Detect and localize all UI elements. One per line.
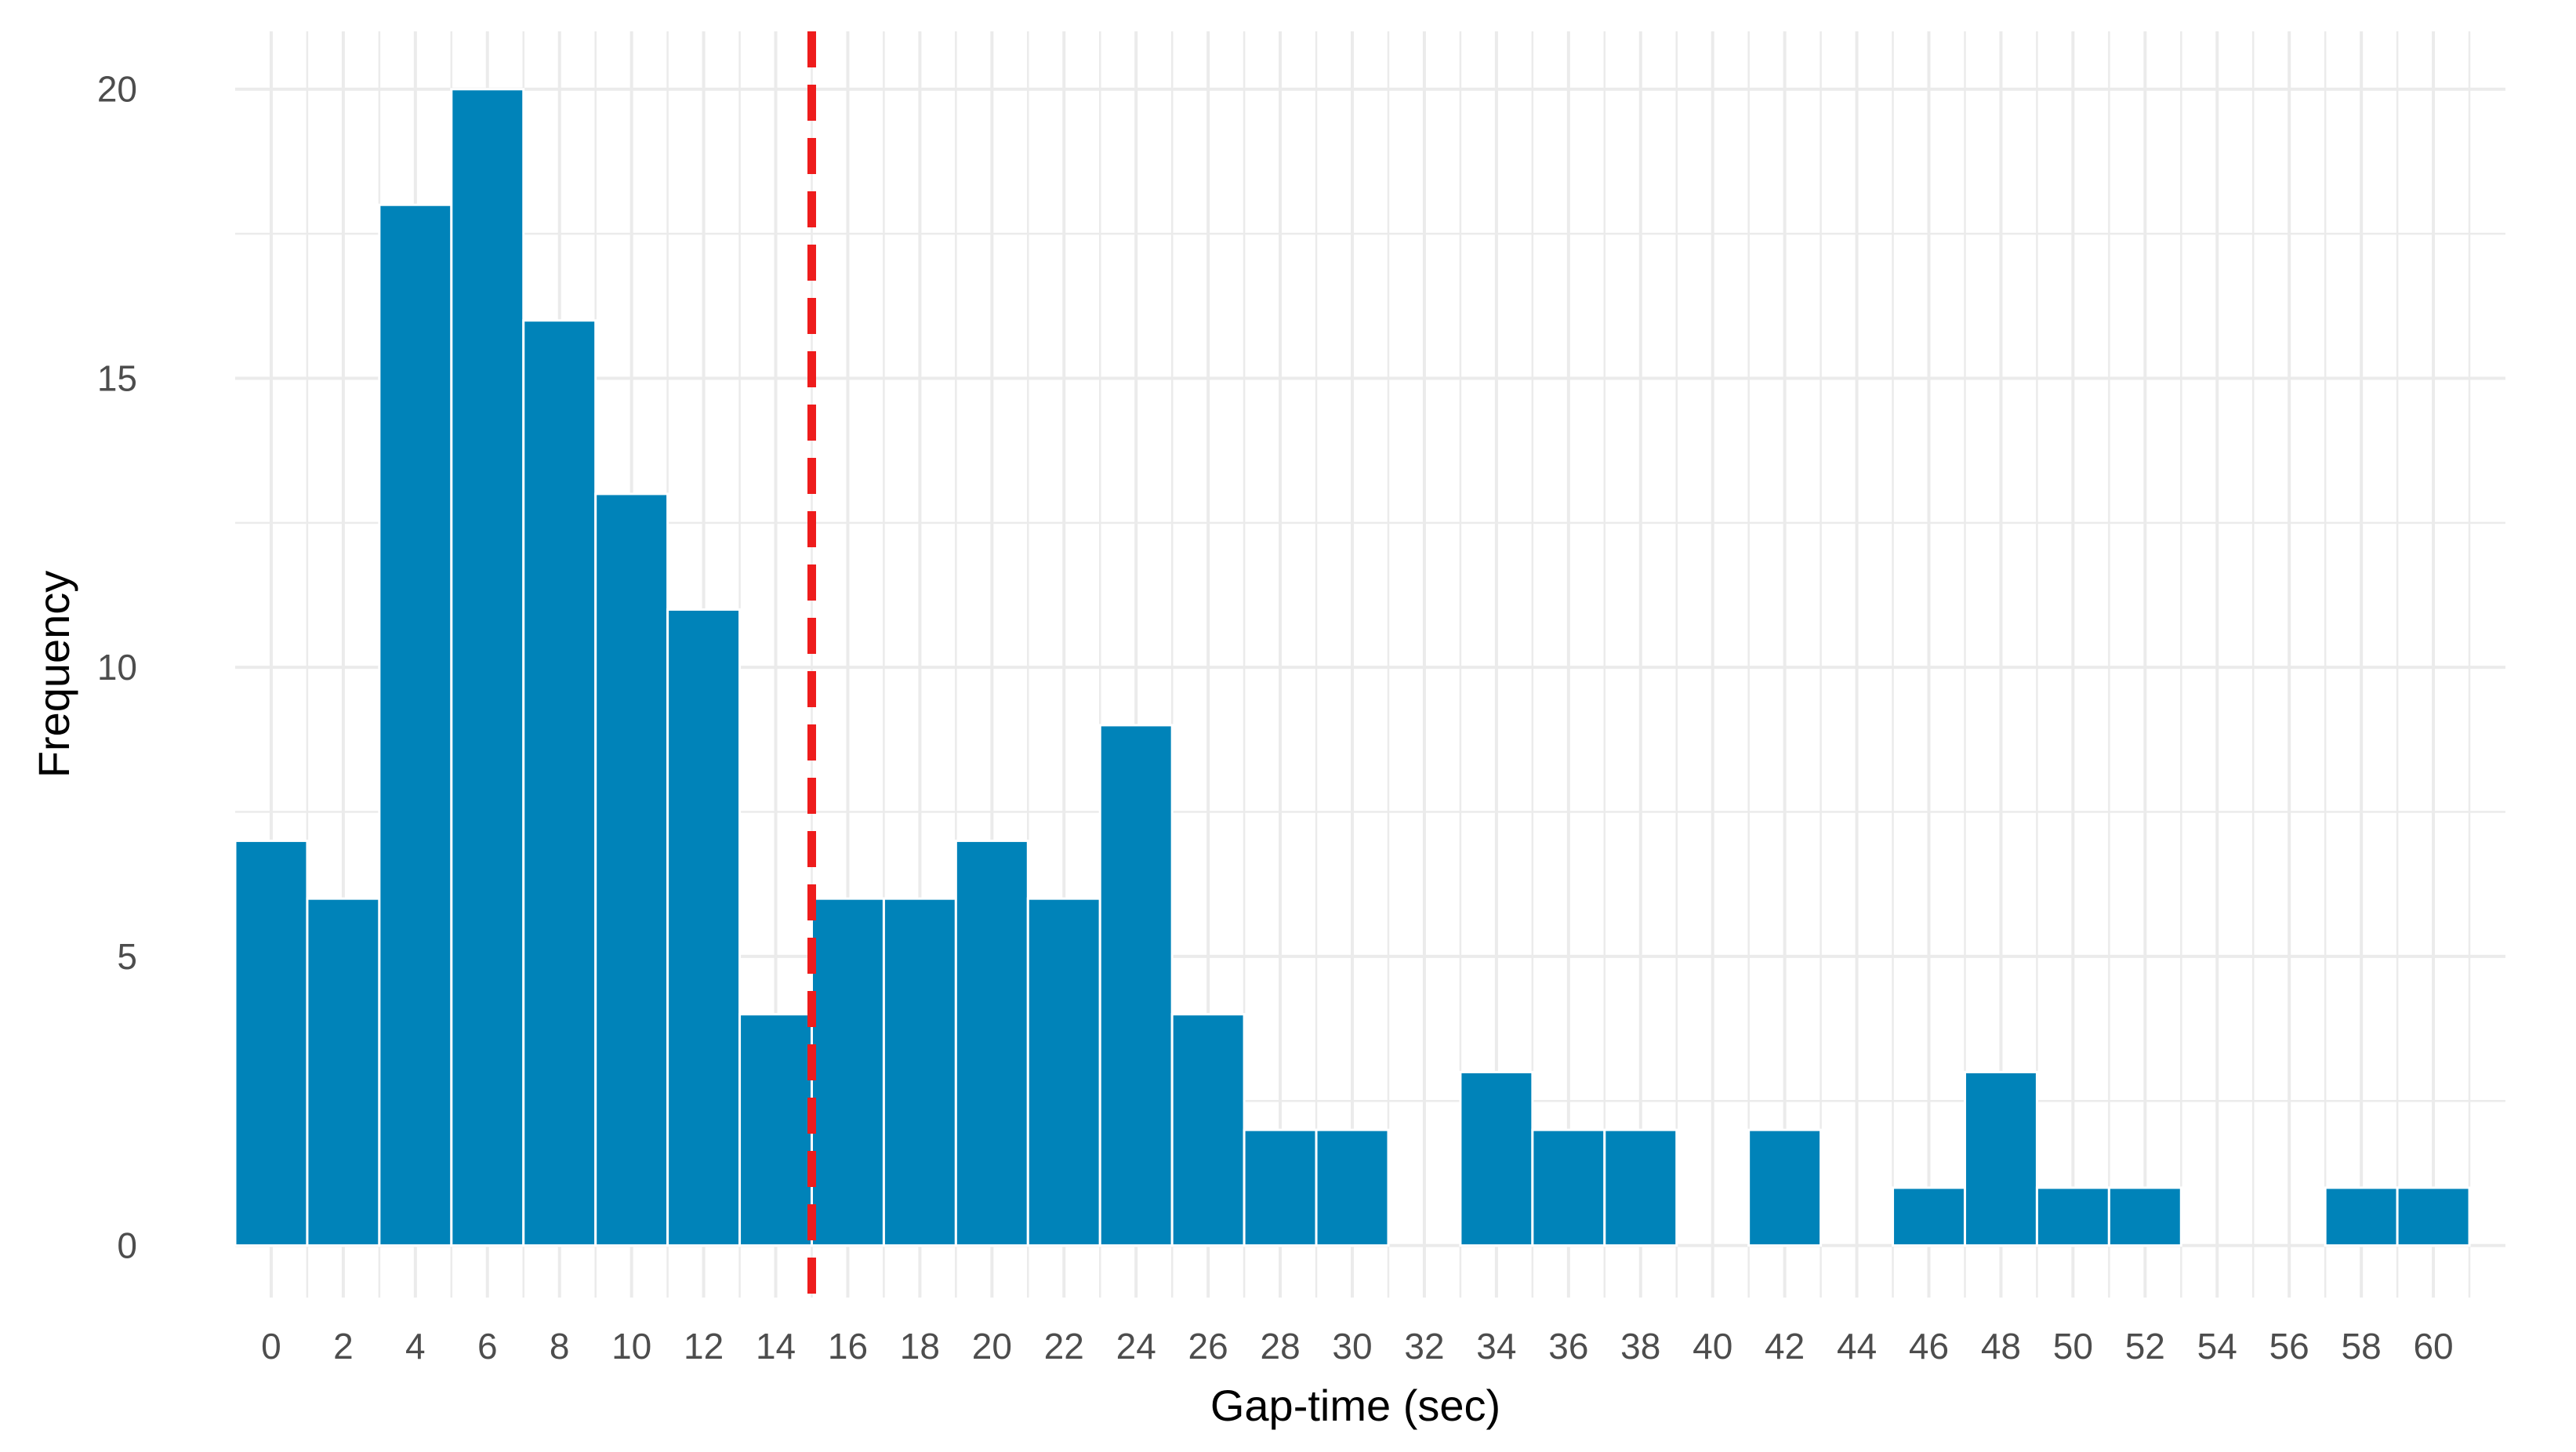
bars bbox=[234, 88, 2471, 1247]
x-tick-label: 16 bbox=[828, 1326, 868, 1367]
x-tick-label: 8 bbox=[550, 1326, 570, 1367]
histogram-bar bbox=[378, 203, 453, 1247]
histogram-bar bbox=[1963, 1070, 2038, 1247]
histogram-bar bbox=[594, 492, 669, 1247]
x-tick-label: 58 bbox=[2342, 1326, 2382, 1367]
x-tick-label: 6 bbox=[477, 1326, 498, 1367]
x-tick-label: 18 bbox=[900, 1326, 940, 1367]
histogram-bar bbox=[1603, 1128, 1678, 1247]
x-tick-label: 36 bbox=[1548, 1326, 1588, 1367]
x-tick-label: 42 bbox=[1765, 1326, 1805, 1367]
x-tick-label: 50 bbox=[2053, 1326, 2093, 1367]
x-tick-label: 60 bbox=[2413, 1326, 2453, 1367]
x-tick-label: 34 bbox=[1476, 1326, 1516, 1367]
x-axis-title: Gap-time (sec) bbox=[1210, 1381, 1500, 1430]
x-tick-label: 56 bbox=[2269, 1326, 2309, 1367]
x-tick-label: 26 bbox=[1188, 1326, 1228, 1367]
x-tick-label: 48 bbox=[1981, 1326, 2021, 1367]
histogram-bar bbox=[234, 839, 309, 1247]
x-tick-label: 2 bbox=[333, 1326, 354, 1367]
histogram-bar bbox=[2107, 1186, 2182, 1247]
x-tick-label: 12 bbox=[684, 1326, 724, 1367]
histogram-bar bbox=[1098, 724, 1174, 1247]
x-tick-label: 44 bbox=[1837, 1326, 1877, 1367]
histogram-bar bbox=[666, 608, 742, 1247]
histogram-bar bbox=[1315, 1128, 1390, 1247]
x-tick-label: 20 bbox=[972, 1326, 1012, 1367]
histogram-bar bbox=[1026, 897, 1101, 1247]
x-tick-label: 30 bbox=[1332, 1326, 1372, 1367]
y-tick-label: 20 bbox=[97, 69, 137, 110]
x-tick-label: 0 bbox=[261, 1326, 281, 1367]
histogram-bar bbox=[522, 319, 597, 1247]
x-tick-label: 52 bbox=[2125, 1326, 2165, 1367]
histogram-bar bbox=[2324, 1186, 2399, 1247]
x-tick-label: 46 bbox=[1909, 1326, 1949, 1367]
histogram-bar bbox=[450, 88, 525, 1247]
x-axis-ticks: 0 2 4 6 8 10 12 14 16 18 20 22 24 26 28 30 32 34 36 38 40 42 4… bbox=[261, 1326, 2453, 1367]
histogram-bar bbox=[2396, 1186, 2471, 1247]
histogram-bar bbox=[1459, 1070, 1534, 1247]
x-tick-label: 4 bbox=[405, 1326, 426, 1367]
y-axis-title: Frequency bbox=[29, 571, 78, 779]
histogram-bar bbox=[810, 897, 885, 1247]
histogram-bar bbox=[1747, 1128, 1823, 1247]
y-tick-label: 5 bbox=[117, 936, 137, 977]
histogram-bar bbox=[2035, 1186, 2110, 1247]
x-tick-label: 38 bbox=[1620, 1326, 1660, 1367]
histogram-bar bbox=[738, 1013, 813, 1247]
x-tick-label: 40 bbox=[1693, 1326, 1732, 1367]
histogram-bar bbox=[1170, 1013, 1246, 1247]
y-tick-label: 15 bbox=[97, 358, 137, 398]
histogram-bar bbox=[1243, 1128, 1318, 1247]
x-tick-label: 54 bbox=[2197, 1326, 2237, 1367]
y-tick-label: 0 bbox=[117, 1225, 137, 1266]
histogram-bar bbox=[882, 897, 957, 1247]
x-tick-label: 22 bbox=[1044, 1326, 1084, 1367]
y-axis-ticks: 0 5 10 15 20 bbox=[97, 69, 137, 1266]
x-tick-label: 10 bbox=[611, 1326, 651, 1367]
histogram-bar bbox=[1892, 1186, 1966, 1247]
x-tick-label: 32 bbox=[1404, 1326, 1444, 1367]
x-tick-label: 14 bbox=[756, 1326, 796, 1367]
y-tick-label: 10 bbox=[97, 647, 137, 688]
x-tick-label: 24 bbox=[1116, 1326, 1156, 1367]
histogram-bar bbox=[1531, 1128, 1606, 1247]
histogram-bar bbox=[954, 839, 1029, 1247]
histogram-bar bbox=[306, 897, 381, 1247]
x-tick-label: 28 bbox=[1260, 1326, 1300, 1367]
